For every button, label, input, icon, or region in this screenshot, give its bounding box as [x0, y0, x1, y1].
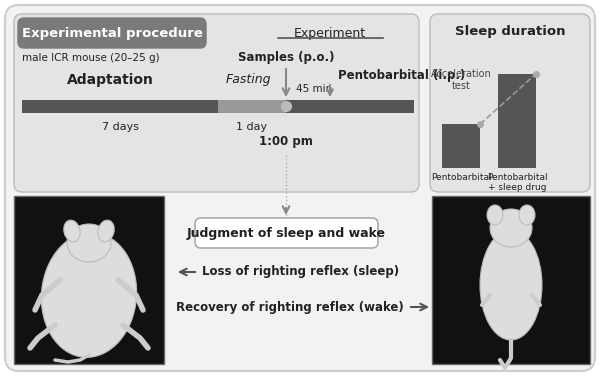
Text: Pentobarbital: Pentobarbital	[431, 173, 491, 182]
FancyBboxPatch shape	[18, 18, 206, 48]
Text: Experiment: Experiment	[294, 26, 366, 39]
Bar	[442, 124, 480, 168]
FancyBboxPatch shape	[5, 5, 595, 371]
Text: Sleep duration: Sleep duration	[455, 24, 565, 38]
FancyBboxPatch shape	[14, 14, 419, 192]
Text: Adaptation: Adaptation	[67, 73, 154, 87]
Ellipse shape	[519, 205, 535, 225]
Text: 1:00 pm: 1:00 pm	[259, 135, 313, 148]
Ellipse shape	[487, 205, 503, 225]
Text: male ICR mouse (20–25 g): male ICR mouse (20–25 g)	[22, 53, 160, 63]
Bar	[22, 100, 218, 113]
Bar	[218, 100, 286, 113]
Text: Recovery of righting reflex (wake): Recovery of righting reflex (wake)	[176, 300, 404, 314]
Text: Acceleration
test: Acceleration test	[431, 69, 491, 91]
Text: Pentobarbital (i.p.): Pentobarbital (i.p.)	[338, 70, 466, 82]
Text: Experimental procedure: Experimental procedure	[22, 26, 202, 39]
Ellipse shape	[64, 220, 80, 242]
FancyBboxPatch shape	[195, 218, 378, 248]
Text: Fasting: Fasting	[225, 73, 271, 86]
Ellipse shape	[67, 224, 111, 262]
Text: Judgment of sleep and wake: Judgment of sleep and wake	[187, 226, 386, 240]
Text: 7 days: 7 days	[101, 122, 139, 132]
Bar	[498, 74, 536, 168]
Bar	[286, 100, 414, 113]
Ellipse shape	[41, 233, 137, 358]
Bar	[14, 196, 164, 364]
Ellipse shape	[490, 209, 532, 247]
Text: Loss of righting reflex (sleep): Loss of righting reflex (sleep)	[202, 265, 399, 279]
Text: 45 min: 45 min	[296, 84, 332, 94]
Text: Samples (p.o.): Samples (p.o.)	[238, 51, 334, 64]
Ellipse shape	[98, 220, 114, 242]
FancyBboxPatch shape	[430, 14, 590, 192]
Bar	[432, 196, 590, 364]
Ellipse shape	[480, 230, 542, 340]
Text: 1 day: 1 day	[236, 122, 268, 132]
Text: Pentobarbital
+ sleep drug: Pentobarbital + sleep drug	[487, 173, 547, 193]
